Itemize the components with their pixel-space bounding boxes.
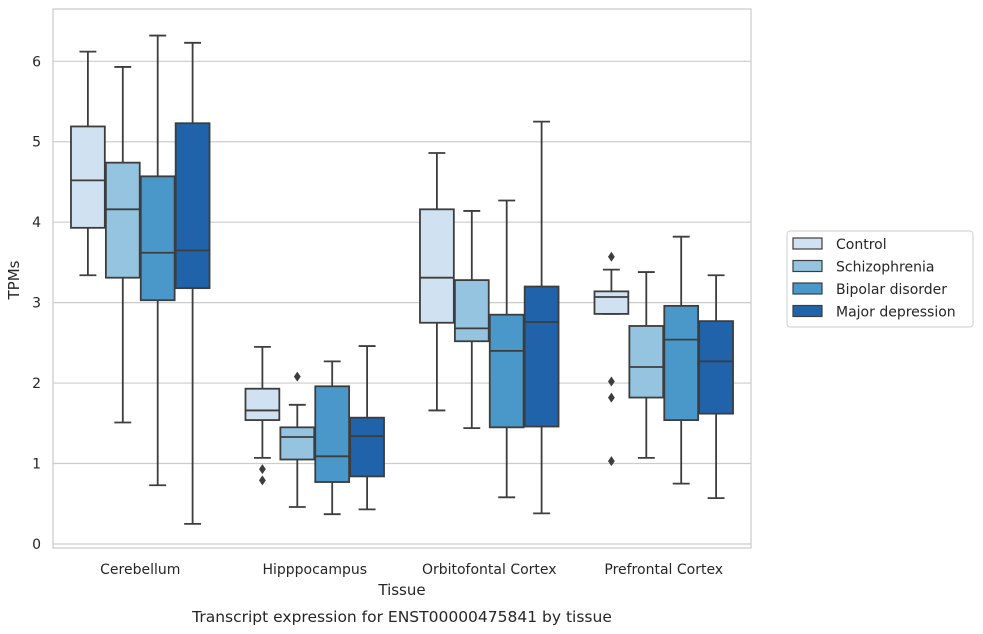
box-iqr <box>174 122 211 290</box>
box-iqr <box>523 285 560 428</box>
box-iqr <box>663 304 700 421</box>
box-1-3 <box>349 345 385 511</box>
box-0-0 <box>70 50 106 277</box>
legend-swatch <box>792 237 823 250</box>
y-tick-label: 6 <box>32 54 41 70</box>
legend: Control Schizophrenia Bipolar disorder Majo… <box>786 230 974 328</box>
legend-swatch <box>792 259 823 273</box>
box-2-3 <box>523 120 560 515</box>
outlier-point <box>608 456 615 467</box>
outlier-point <box>259 475 266 486</box>
box-1-2 <box>314 360 351 516</box>
plot-frame <box>52 8 752 549</box>
box-iqr <box>593 290 630 315</box>
box-iqr <box>628 325 665 399</box>
legend-frame <box>786 230 974 328</box>
box-iqr <box>488 313 525 429</box>
box-iqr <box>70 125 106 229</box>
x-tick-label: Orbitofontal Cortex <box>422 562 557 578</box>
legend-label: Bipolar disorder <box>836 282 947 298</box>
box-iqr <box>698 320 734 415</box>
box-2-0 <box>419 152 455 412</box>
outlier-point <box>293 371 301 382</box>
box-iqr <box>244 387 281 421</box>
box-3-3 <box>698 274 734 500</box>
outlier-point <box>259 464 266 475</box>
box-iqr <box>104 161 141 279</box>
boxes <box>70 34 734 525</box>
legend-label: Schizophrenia <box>836 260 934 276</box>
x-tick-label: Prefrontal Cortex <box>604 562 723 578</box>
y-tick-label: 2 <box>32 376 41 392</box>
y-tick-label: 3 <box>32 296 41 312</box>
box-1-0 <box>244 345 281 486</box>
y-tick-label: 5 <box>32 135 41 151</box>
legend-label: Major depression <box>836 305 956 321</box>
legend-label: Control <box>836 237 887 253</box>
x-axis-label: Tissue <box>377 581 425 599</box>
box-3-1 <box>628 271 665 459</box>
x-axis-ticks: Cerebellum Hipppocampus Orbitofontal Corte… <box>100 562 723 578</box>
box-3-0 <box>593 251 630 467</box>
box-2-2 <box>488 199 525 499</box>
outlier-point <box>608 376 615 387</box>
x-tick-label: Cerebellum <box>100 562 180 578</box>
y-tick-label: 1 <box>32 457 41 473</box>
grid-lines <box>53 60 751 545</box>
box-iqr <box>349 416 385 478</box>
y-axis-ticks: 0 1 2 3 4 5 6 <box>32 54 41 553</box>
y-tick-label: 0 <box>32 537 41 553</box>
box-0-2 <box>139 34 176 487</box>
box-iqr <box>453 279 490 343</box>
box-1-1 <box>279 371 316 508</box>
x-tick-label: Hipppocampus <box>262 562 367 578</box>
chart-caption: Transcript expression for ENST0000047584… <box>191 608 612 626</box>
y-axis-label: TPMs <box>5 260 23 300</box>
box-iqr <box>419 208 455 324</box>
legend-swatch <box>792 304 823 318</box>
box-2-1 <box>453 210 490 430</box>
box-iqr <box>279 426 316 461</box>
outlier-point <box>608 392 615 403</box>
legend-swatch <box>792 282 823 295</box>
box-iqr <box>314 385 351 483</box>
box-3-2 <box>663 235 700 485</box>
box-iqr <box>139 175 176 302</box>
outlier-point <box>608 251 615 262</box>
box-0-3 <box>174 41 211 525</box>
box-0-1 <box>104 66 141 424</box>
y-tick-label: 4 <box>32 215 41 231</box>
